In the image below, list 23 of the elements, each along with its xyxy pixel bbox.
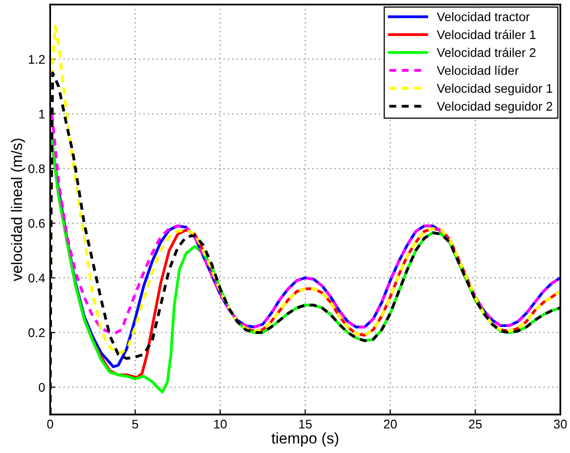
y-tick-label: 1.2 bbox=[28, 54, 45, 64]
x-axis-title: tiempo (s) bbox=[272, 432, 338, 447]
legend-label: Velocidad tractor bbox=[436, 12, 530, 22]
y-tick-label: 0.8 bbox=[28, 164, 45, 174]
x-tick-label: 0 bbox=[47, 420, 54, 429]
y-tick-label: 0 bbox=[38, 382, 45, 392]
x-tick-label: 10 bbox=[214, 420, 227, 429]
y-tick-label: 1 bbox=[39, 110, 45, 118]
legend-label: Velocidad líder bbox=[436, 66, 519, 75]
y-axis-title: velocidad lineal (m/s) bbox=[10, 138, 26, 282]
legend-label: Velocidad seguidor 1 bbox=[436, 84, 552, 96]
y-tick-label: 0.4 bbox=[28, 274, 45, 282]
line-series bbox=[50, 112, 560, 335]
legend-label: Velocidad tráiler 2 bbox=[436, 48, 536, 58]
y-tick-label: 0.2 bbox=[28, 328, 45, 338]
y-tick-label: 0.6 bbox=[28, 218, 45, 228]
x-tick-label: 5 bbox=[132, 420, 138, 429]
x-tick-label: 15 bbox=[299, 420, 312, 429]
legend-label: Velocidad seguidor 2 bbox=[436, 102, 552, 114]
x-tick-label: 20 bbox=[384, 420, 397, 429]
x-tick-label: 30 bbox=[554, 420, 567, 429]
legend-label: Velocidad tráiler 1 bbox=[436, 30, 536, 40]
x-tick-label: 25 bbox=[468, 420, 482, 429]
